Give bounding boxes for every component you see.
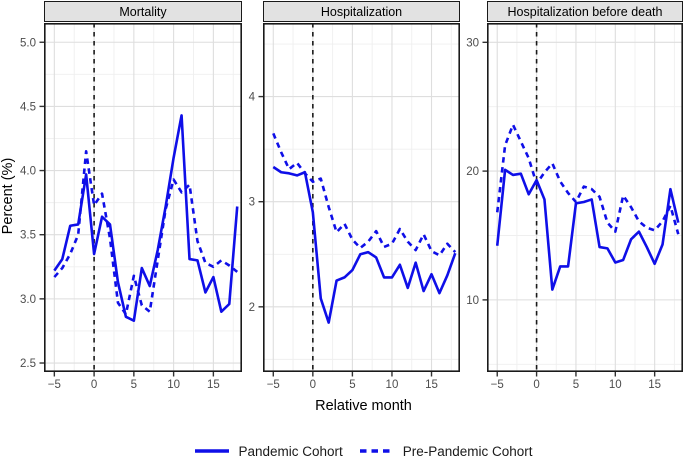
svg-text:20: 20 [466,166,479,178]
y-axis-title: Percent (%) [0,157,16,235]
svg-text:0: 0 [533,379,539,391]
facet-strip-hospitalization: Hospitalization [263,1,460,22]
facet-strip-label: Hospitalization before death [507,4,663,19]
legend-item-pre-pandemic: Pre-Pandemic Cohort [359,444,533,459]
svg-text:15: 15 [207,379,220,391]
legend-label-pandemic: Pandemic Cohort [238,443,343,459]
gridlines [487,23,683,372]
facet-strip-label: Hospitalization [320,4,403,19]
legend: Pandemic Cohort Pre-Pandemic Cohort [44,440,683,462]
svg-text:−5: −5 [491,379,504,391]
plot-area-hospitalization: 2 3 4 −5 0 5 10 15 [249,23,460,391]
svg-text:10: 10 [386,379,399,391]
svg-text:10: 10 [466,295,479,307]
facet-panel-hospitalization-before-death: Hospitalization before death 10 20 30 −5 0 5 1… [466,1,683,391]
svg-text:30: 30 [466,37,479,49]
svg-text:10: 10 [609,379,622,391]
facet-strip-label: Mortality [119,4,167,19]
svg-text:3: 3 [249,197,255,209]
facet-strip-mortality: Mortality [44,1,242,22]
plot-area-hospitalization-before-death: 10 20 30 −5 0 5 10 15 [466,23,683,391]
svg-text:4: 4 [249,92,256,104]
svg-text:15: 15 [648,379,661,391]
svg-text:−5: −5 [267,379,280,391]
legend-key-dashed-line-icon [359,449,394,453]
axis-ticks: 10 20 30 −5 0 5 10 15 [466,37,661,391]
panel-border [487,23,683,372]
svg-text:5.0: 5.0 [20,37,36,49]
svg-text:5: 5 [349,379,355,391]
svg-text:5: 5 [573,379,579,391]
svg-text:2: 2 [249,302,255,314]
axis-ticks: 2 3 4 −5 0 5 10 15 [249,92,438,391]
series-line-pandemic [495,168,680,291]
facet-panel-hospitalization: Hospitalization 2 3 4 −5 0 5 10 15 [249,1,460,391]
axis-ticks: 2.5 3.0 3.5 4.0 4.5 5.0 −5 0 5 10 15 [20,37,220,391]
panel-border [44,23,242,372]
series-line-pandemic [53,114,239,322]
plot-area-mortality: 2.5 3.0 3.5 4.0 4.5 5.0 −5 0 5 10 15 [20,23,242,391]
legend-item-pandemic: Pandemic Cohort [194,443,343,459]
svg-text:2.5: 2.5 [20,358,36,370]
x-axis-title: Relative month [315,398,412,414]
svg-text:3.0: 3.0 [20,294,36,306]
svg-text:4.0: 4.0 [20,166,36,178]
svg-text:4.5: 4.5 [20,101,36,113]
svg-text:0: 0 [310,379,316,391]
svg-text:−5: −5 [48,379,61,391]
series-line-pre-pandemic [53,150,239,316]
series-line-pre-pandemic [495,123,680,235]
svg-text:3.5: 3.5 [20,230,36,242]
series-line-pre-pandemic [272,132,457,257]
svg-text:5: 5 [131,379,137,391]
panel-border [263,23,460,372]
svg-text:15: 15 [425,379,438,391]
legend-label-pre-pandemic: Pre-Pandemic Cohort [402,443,533,459]
svg-text:10: 10 [167,379,180,391]
facet-strip-hospitalization-before-death: Hospitalization before death [487,1,683,22]
legend-key-solid-line-icon [195,449,230,453]
svg-text:0: 0 [91,379,97,391]
facet-panel-mortality: Mortality 2.5 3.0 3.5 4.0 4.5 5.0 −5 0 5 10 15 [20,1,242,391]
